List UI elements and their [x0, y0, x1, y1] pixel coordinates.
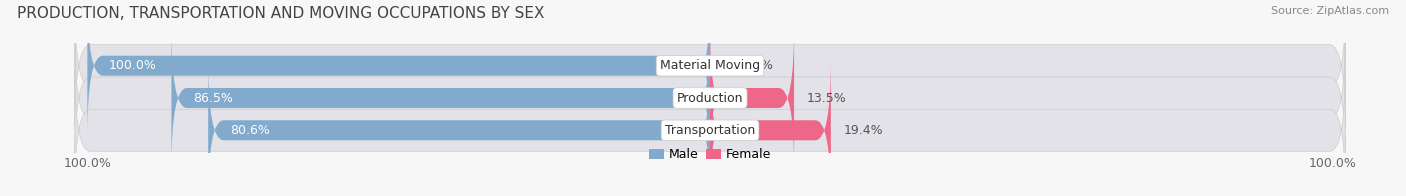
Text: 80.6%: 80.6%	[231, 124, 270, 137]
FancyBboxPatch shape	[75, 38, 1346, 158]
FancyBboxPatch shape	[172, 27, 710, 169]
FancyBboxPatch shape	[75, 71, 1346, 190]
Text: 19.4%: 19.4%	[844, 124, 883, 137]
Text: 13.5%: 13.5%	[807, 92, 846, 104]
Legend: Male, Female: Male, Female	[644, 143, 776, 166]
FancyBboxPatch shape	[710, 27, 794, 169]
Text: Production: Production	[676, 92, 744, 104]
FancyBboxPatch shape	[710, 60, 831, 196]
Text: 86.5%: 86.5%	[193, 92, 233, 104]
Text: 0.0%: 0.0%	[741, 59, 773, 72]
Text: Transportation: Transportation	[665, 124, 755, 137]
FancyBboxPatch shape	[75, 6, 1346, 125]
Text: Source: ZipAtlas.com: Source: ZipAtlas.com	[1271, 6, 1389, 16]
FancyBboxPatch shape	[208, 60, 710, 196]
Text: PRODUCTION, TRANSPORTATION AND MOVING OCCUPATIONS BY SEX: PRODUCTION, TRANSPORTATION AND MOVING OC…	[17, 6, 544, 21]
Text: Material Moving: Material Moving	[659, 59, 761, 72]
Text: 100.0%: 100.0%	[110, 59, 157, 72]
FancyBboxPatch shape	[87, 0, 710, 136]
